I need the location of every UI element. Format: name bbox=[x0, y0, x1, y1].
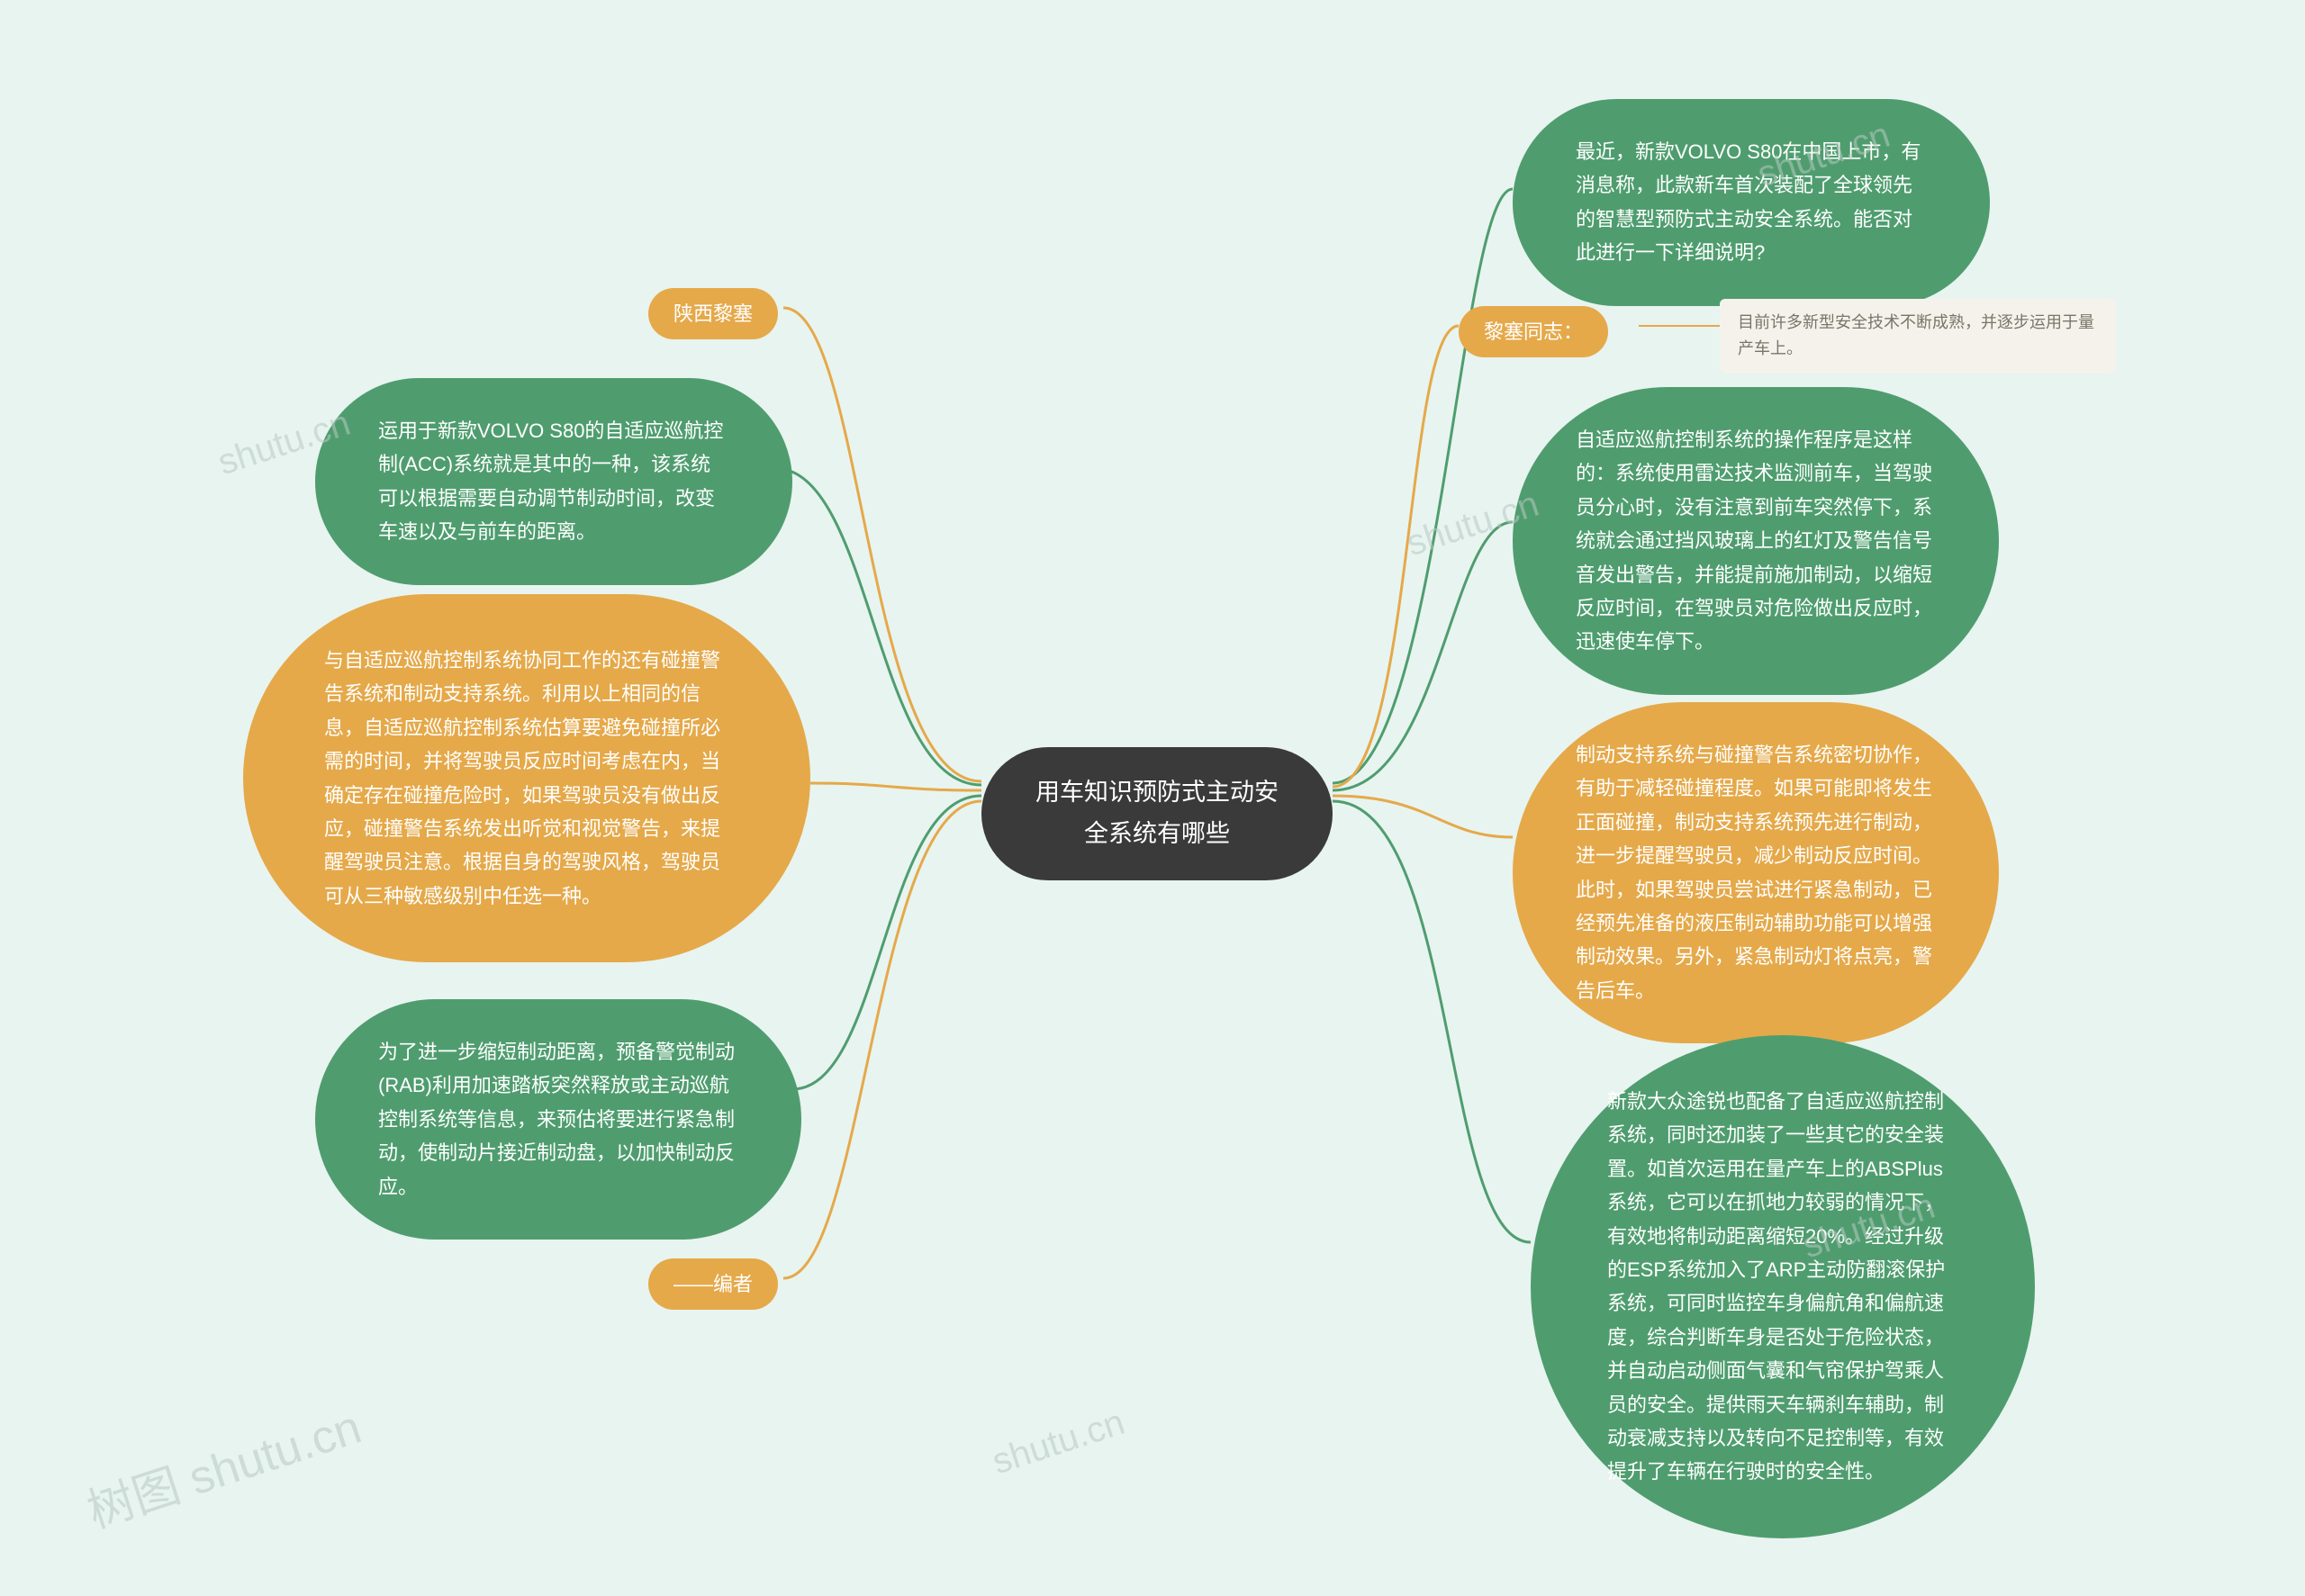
node-l1-text: 陕西黎塞 bbox=[673, 297, 753, 330]
node-r5[interactable]: 新款大众途锐也配备了自适应巡航控制系统，同时还加装了一些其它的安全装置。如首次运… bbox=[1531, 1035, 2035, 1538]
node-r4-text: 制动支持系统与碰撞警告系统密切协作，有助于减轻碰撞程度。如果可能即将发生正面碰撞… bbox=[1576, 738, 1936, 1007]
node-l1[interactable]: 陕西黎塞 bbox=[648, 288, 778, 339]
node-r1[interactable]: 最近，新款VOLVO S80在中国上市，有消息称，此款新车首次装配了全球领先的智… bbox=[1513, 99, 1990, 306]
node-r2a-note: 目前许多新型安全技术不断成熟，并逐步运用于量产车上。 bbox=[1720, 299, 2116, 373]
center-label: 用车知识预防式主动安全系统有哪些 bbox=[1025, 772, 1289, 855]
node-l2[interactable]: 运用于新款VOLVO S80的自适应巡航控制(ACC)系统就是其中的一种，该系统… bbox=[315, 378, 792, 585]
node-r2-text: 黎塞同志： bbox=[1484, 315, 1583, 348]
node-l3-text: 与自适应巡航控制系统协同工作的还有碰撞警告系统和制动支持系统。利用以上相同的信息… bbox=[324, 644, 729, 913]
node-l3[interactable]: 与自适应巡航控制系统协同工作的还有碰撞警告系统和制动支持系统。利用以上相同的信息… bbox=[243, 594, 810, 962]
node-l5[interactable]: ——编者 bbox=[648, 1258, 778, 1310]
node-l2-text: 运用于新款VOLVO S80的自适应巡航控制(ACC)系统就是其中的一种，该系统… bbox=[378, 414, 729, 549]
node-r1-text: 最近，新款VOLVO S80在中国上市，有消息称，此款新车首次装配了全球领先的智… bbox=[1576, 135, 1927, 270]
watermark: 树图 shutu.cn bbox=[77, 1389, 368, 1541]
node-r5-text: 新款大众途锐也配备了自适应巡航控制系统，同时还加装了一些其它的安全装置。如首次运… bbox=[1607, 1085, 1958, 1489]
center-node[interactable]: 用车知识预防式主动安全系统有哪些 bbox=[981, 747, 1333, 880]
node-r2[interactable]: 黎塞同志： bbox=[1459, 306, 1608, 357]
watermark: shutu.cn bbox=[988, 1402, 1130, 1483]
node-r3-text: 自适应巡航控制系统的操作程序是这样的：系统使用雷达技术监测前车，当驾驶员分心时，… bbox=[1576, 423, 1936, 659]
node-r3[interactable]: 自适应巡航控制系统的操作程序是这样的：系统使用雷达技术监测前车，当驾驶员分心时，… bbox=[1513, 387, 1999, 695]
node-l5-text: ——编者 bbox=[673, 1267, 753, 1301]
node-l4-text: 为了进一步缩短制动距离，预备警觉制动(RAB)利用加速踏板突然释放或主动巡航控制… bbox=[378, 1035, 738, 1204]
node-l4[interactable]: 为了进一步缩短制动距离，预备警觉制动(RAB)利用加速踏板突然释放或主动巡航控制… bbox=[315, 999, 801, 1240]
node-r4[interactable]: 制动支持系统与碰撞警告系统密切协作，有助于减轻碰撞程度。如果可能即将发生正面碰撞… bbox=[1513, 702, 1999, 1043]
node-r2a-text: 目前许多新型安全技术不断成熟，并逐步运用于量产车上。 bbox=[1738, 310, 2098, 362]
